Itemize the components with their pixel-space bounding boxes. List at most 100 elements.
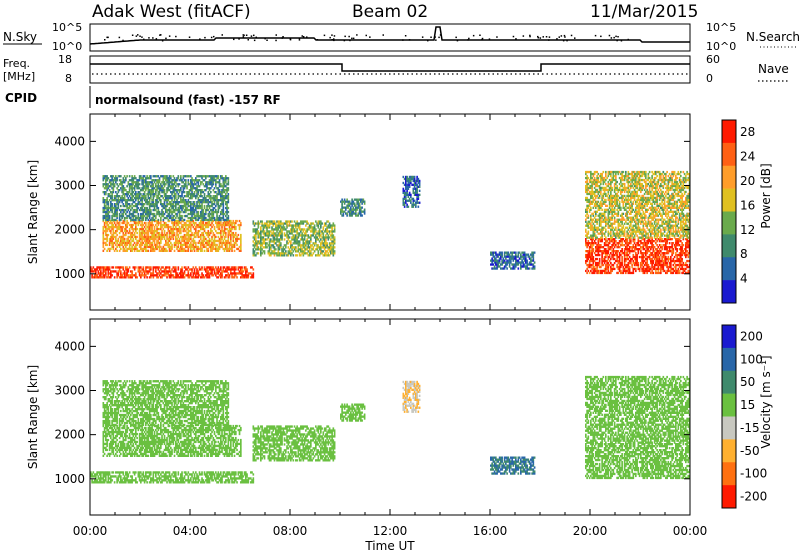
heatmap-cell — [260, 250, 262, 253]
nsky-point — [106, 36, 108, 39]
heatmap-cell — [127, 221, 130, 225]
heatmap-cell — [606, 250, 608, 253]
heatmap-cell — [268, 220, 271, 223]
heatmap-cell — [592, 255, 595, 259]
heatmap-cell — [260, 230, 262, 233]
heatmap-cell — [128, 214, 131, 218]
heatmap-cell — [183, 272, 186, 275]
heatmap-cell — [106, 239, 108, 243]
heatmap-cell — [268, 234, 271, 237]
heatmap-cell — [106, 214, 108, 218]
heatmap-cell — [158, 235, 161, 239]
heatmap-cell — [193, 249, 196, 252]
heatmap-cell — [156, 185, 158, 188]
heatmap-cell — [118, 266, 121, 269]
heatmap-cell — [636, 263, 638, 267]
heatmap-cell — [296, 222, 298, 225]
heatmap-cell — [208, 276, 211, 279]
heatmap-cell — [216, 193, 218, 196]
heatmap-cell — [151, 235, 153, 239]
heatmap-cell — [223, 199, 226, 202]
heatmap-cell — [212, 195, 215, 198]
heatmap-cell — [356, 208, 358, 211]
heatmap-cell — [182, 210, 185, 214]
heatmap-cell — [142, 268, 145, 271]
heatmap-cell — [122, 187, 125, 190]
heatmap-cell — [192, 208, 195, 212]
heatmap-cell — [306, 238, 308, 241]
heatmap-cell — [627, 261, 630, 265]
heatmap-cell — [277, 228, 280, 231]
heatmap-cell — [628, 250, 631, 253]
heatmap-cell — [195, 221, 197, 225]
heatmap-cell — [211, 179, 213, 182]
heatmap-cell — [127, 231, 130, 235]
heatmap-cell — [203, 218, 206, 222]
heatmap-cell — [211, 197, 213, 200]
heatmap-cell — [332, 240, 335, 243]
heatmap-cell — [301, 238, 303, 241]
heatmap-cell — [296, 238, 298, 241]
heatmap-cell — [341, 210, 343, 213]
heatmap-cell — [163, 231, 166, 235]
heatmap-cell — [498, 261, 501, 264]
heatmap-cell — [355, 214, 357, 217]
heatmap-cell — [511, 251, 513, 254]
heatmap-cell — [191, 243, 193, 247]
heatmap-cell — [120, 243, 122, 247]
heatmap-cell — [107, 270, 110, 273]
heatmap-cell — [601, 263, 603, 267]
heatmap-cell — [103, 206, 106, 210]
heatmap-cell — [591, 263, 593, 267]
heatmap-cell — [326, 236, 328, 239]
heatmap-cell — [131, 197, 133, 200]
heatmap-cell — [165, 183, 167, 186]
heatmap-cell — [210, 268, 212, 271]
heatmap-cell — [270, 244, 272, 247]
heatmap-cell — [102, 243, 105, 247]
heatmap-cell — [202, 223, 205, 227]
heatmap-cell — [151, 223, 153, 227]
heatmap-cell — [512, 263, 515, 266]
heatmap-cell — [326, 246, 328, 249]
heatmap-cell — [162, 204, 165, 208]
heatmap-cell — [295, 236, 297, 239]
heatmap-cell — [230, 272, 232, 275]
heatmap-cell — [308, 228, 311, 231]
heatmap-cell — [157, 206, 160, 210]
heatmap-cell — [525, 253, 527, 256]
heatmap-cell — [172, 203, 175, 206]
heatmap-cell — [417, 185, 420, 188]
heatmap-cell — [331, 228, 333, 231]
heatmap-cell — [287, 224, 290, 227]
heatmap-cell — [156, 212, 158, 216]
heatmap-cell — [141, 181, 143, 184]
heatmap-cell — [188, 225, 191, 229]
heatmap-cell — [130, 249, 132, 252]
heatmap-cell — [108, 266, 111, 269]
heatmap-cell — [178, 206, 181, 210]
heatmap-cell — [155, 201, 157, 204]
heatmap-cell — [402, 175, 405, 179]
heatmap-cell — [161, 191, 163, 194]
heatmap-cell — [270, 220, 272, 223]
heatmap-cell — [103, 247, 106, 251]
heatmap-cell — [107, 274, 110, 277]
heatmap-cell — [180, 272, 182, 275]
heatmap-cell — [133, 193, 136, 196]
heatmap-cell — [255, 222, 257, 225]
heatmap-cell — [132, 204, 135, 208]
heatmap-cell — [191, 233, 193, 237]
heatmap-cell — [207, 199, 210, 202]
heatmap-cell — [253, 254, 256, 257]
heatmap-cell — [316, 246, 318, 249]
heatmap-cell — [302, 234, 305, 237]
heatmap-cell — [293, 230, 296, 233]
heatmap-cell — [161, 203, 163, 206]
heatmap-cell — [193, 195, 196, 198]
heatmap-cell — [182, 175, 185, 178]
heatmap-cell — [118, 223, 121, 227]
heatmap-cell — [117, 272, 120, 275]
heatmap-cell — [102, 177, 105, 180]
heatmap-cell — [213, 270, 216, 273]
